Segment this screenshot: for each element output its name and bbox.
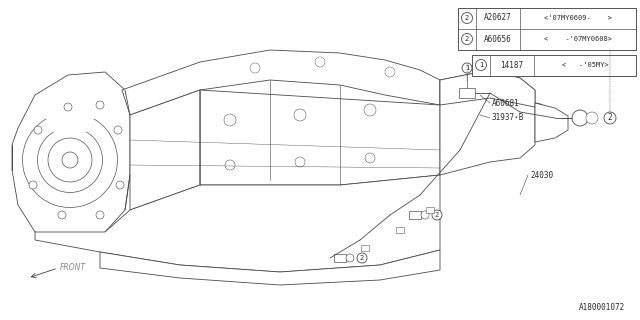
Circle shape xyxy=(224,114,236,126)
Circle shape xyxy=(34,126,42,134)
Polygon shape xyxy=(459,88,475,98)
Circle shape xyxy=(116,181,124,189)
Circle shape xyxy=(294,109,306,121)
Text: 24030: 24030 xyxy=(530,171,553,180)
Text: 14187: 14187 xyxy=(500,60,524,69)
Circle shape xyxy=(365,153,375,163)
Text: A60656: A60656 xyxy=(484,35,512,44)
Text: 2: 2 xyxy=(360,255,364,261)
Polygon shape xyxy=(12,72,130,242)
Text: <    -'07MY0608>: < -'07MY0608> xyxy=(544,36,612,42)
Polygon shape xyxy=(361,245,369,251)
Circle shape xyxy=(315,57,325,67)
Text: 1: 1 xyxy=(479,62,483,68)
Circle shape xyxy=(346,254,354,262)
Circle shape xyxy=(114,126,122,134)
Text: 2: 2 xyxy=(465,36,469,42)
Polygon shape xyxy=(122,50,440,115)
Text: 2: 2 xyxy=(608,114,612,123)
Circle shape xyxy=(357,253,367,263)
Text: A20627: A20627 xyxy=(484,13,512,22)
Text: A180001072: A180001072 xyxy=(579,303,625,312)
Circle shape xyxy=(476,60,486,70)
Circle shape xyxy=(461,34,472,44)
Circle shape xyxy=(461,12,472,23)
Circle shape xyxy=(572,110,588,126)
Text: FRONT: FRONT xyxy=(60,263,86,273)
Circle shape xyxy=(586,112,598,124)
Bar xyxy=(458,8,636,50)
Circle shape xyxy=(29,181,37,189)
Polygon shape xyxy=(334,254,346,262)
Circle shape xyxy=(96,101,104,109)
Polygon shape xyxy=(130,90,200,210)
Circle shape xyxy=(96,211,104,219)
Text: 2: 2 xyxy=(435,212,439,218)
Circle shape xyxy=(604,112,616,124)
Circle shape xyxy=(462,63,472,73)
Text: A60681: A60681 xyxy=(492,99,520,108)
Text: 31937⋆B: 31937⋆B xyxy=(492,114,524,123)
Circle shape xyxy=(295,157,305,167)
Circle shape xyxy=(58,211,66,219)
Text: 2: 2 xyxy=(465,15,469,21)
Polygon shape xyxy=(396,227,404,233)
Text: <   -'05MY>: < -'05MY> xyxy=(562,62,609,68)
Circle shape xyxy=(364,104,376,116)
Circle shape xyxy=(432,210,442,220)
Circle shape xyxy=(385,67,395,77)
Circle shape xyxy=(421,211,429,219)
Circle shape xyxy=(250,63,260,73)
Polygon shape xyxy=(440,70,535,107)
Polygon shape xyxy=(426,207,434,213)
Polygon shape xyxy=(440,70,535,175)
Bar xyxy=(472,55,636,76)
Polygon shape xyxy=(100,250,440,285)
Circle shape xyxy=(225,160,235,170)
Text: 1: 1 xyxy=(465,65,469,71)
Polygon shape xyxy=(35,175,440,272)
Text: <'07MY0609-    >: <'07MY0609- > xyxy=(544,15,612,21)
Polygon shape xyxy=(535,103,568,142)
Polygon shape xyxy=(409,211,421,219)
Circle shape xyxy=(62,152,78,168)
Polygon shape xyxy=(200,90,440,185)
Circle shape xyxy=(64,103,72,111)
Circle shape xyxy=(48,138,92,182)
